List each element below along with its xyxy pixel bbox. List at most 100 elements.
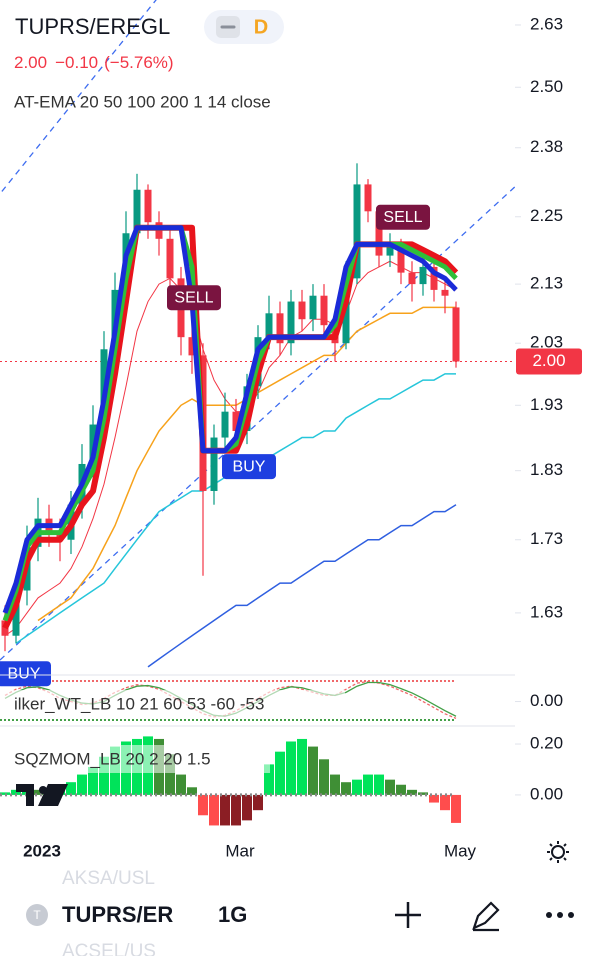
candle-body: [353, 184, 361, 279]
symbol-icon: [26, 904, 48, 926]
symbol-icon-text: T: [33, 908, 41, 922]
label-bg: [0, 690, 345, 718]
histogram-bar: [308, 746, 318, 795]
settings-icon[interactable]: [547, 841, 569, 863]
histogram-bar: [286, 741, 296, 795]
histogram-bar: [418, 792, 428, 795]
change: −0.10: [55, 53, 98, 72]
study-label[interactable]: ilker_WT_LB 10 21 60 53 -60 -53: [14, 694, 264, 713]
candle-body: [276, 313, 284, 344]
histogram-bar: [253, 794, 263, 811]
study-label[interactable]: AT-EMA 20 50 100 200 1 14 close: [14, 92, 271, 111]
candle-body: [188, 337, 196, 356]
line: [147, 504, 457, 668]
symbol[interactable]: TUPRS/EREGL: [15, 14, 170, 39]
draw-button[interactable]: [472, 901, 500, 932]
candle-body: [144, 189, 152, 223]
histogram-bar: [407, 789, 417, 795]
histogram-bar: [363, 774, 373, 795]
histogram-bar: [429, 794, 439, 803]
toolbar-interval[interactable]: 1G: [218, 902, 247, 927]
histogram-bar: [352, 779, 362, 795]
y-tick-label: 0.00: [530, 784, 563, 803]
candle-body: [364, 184, 372, 212]
change-percent: (−5.76%): [104, 53, 173, 72]
histogram-bar: [275, 751, 285, 795]
y-tick-label: 2.25: [530, 206, 563, 225]
candle-body: [298, 301, 306, 320]
candle-body: [419, 266, 427, 285]
interval-badge[interactable]: D: [254, 16, 268, 38]
histogram-bar: [341, 782, 351, 795]
histogram-bar: [385, 779, 395, 795]
y-tick-label: 0.00: [530, 691, 563, 710]
histogram-bar: [66, 782, 76, 795]
y-tick-label: 2.38: [530, 137, 563, 156]
price-change: 2.00 −0.10 (−5.76%): [14, 53, 174, 72]
histogram-bar: [264, 764, 274, 795]
study-label[interactable]: SQZMOM_LB 20 2 20 1.5: [14, 749, 211, 768]
histogram-bar: [187, 787, 197, 795]
histogram-bar: [33, 789, 43, 795]
histogram-bar: [11, 789, 21, 795]
y-tick-label: 1.93: [530, 395, 563, 414]
toolbar: [0, 878, 600, 956]
faded-symbol: ACSEL/US: [62, 941, 156, 956]
y-tick-label: 0.20: [530, 734, 563, 753]
main-plot: [0, 0, 515, 668]
histogram-bar: [374, 774, 384, 795]
trend-line: [0, 185, 515, 661]
price: 2.00: [14, 53, 47, 72]
candle-body: [397, 244, 405, 273]
histogram-bar: [319, 759, 329, 795]
candle-body: [232, 411, 240, 432]
label-bg: [0, 745, 270, 773]
logo: [16, 784, 68, 806]
candle-body: [309, 295, 317, 320]
histogram-bar: [176, 774, 186, 795]
histogram-bar: [330, 774, 340, 795]
candle-body: [265, 313, 273, 338]
signal-label: SELL: [383, 209, 422, 226]
x-tick-label: 2023: [23, 841, 61, 860]
histogram-bar: [198, 794, 208, 816]
histogram-bar: [231, 794, 241, 826]
histogram-bar: [242, 794, 252, 821]
candle-body: [166, 238, 174, 279]
signal-box: [376, 204, 430, 230]
histogram-bar: [99, 756, 109, 795]
signal-label: SELL: [174, 289, 213, 306]
candle-body: [452, 307, 460, 362]
candle-body: [375, 211, 383, 256]
signal-label: BUY: [233, 458, 266, 475]
histogram-bar: [209, 794, 219, 826]
histogram-bar: [77, 774, 87, 795]
line: [2, 225, 458, 614]
overlay: 2.63 2.50 2.38 2.25 2.13 2.03 1.93 1.83 1.73 1.63…: [0, 14, 582, 803]
x-tick-label: Mar: [225, 841, 255, 860]
candle-body: [430, 266, 438, 290]
y-tick-label: 2.50: [530, 77, 563, 96]
faded-symbol: AKSA/USL: [62, 868, 155, 889]
price-tag: [516, 348, 582, 375]
line: [2, 224, 459, 630]
signal-box: [0, 661, 51, 687]
toolbar-symbol[interactable]: TUPRS/ER: [62, 902, 173, 927]
candle-body: [133, 189, 141, 234]
histogram-bar: [220, 794, 230, 826]
histogram-bar: [297, 738, 307, 795]
histogram-bar: [165, 754, 175, 795]
y-tick-label: 1.73: [530, 529, 563, 548]
signal-label: BUY: [8, 665, 41, 682]
candle-body: [320, 295, 328, 326]
more-button[interactable]: [546, 912, 574, 918]
signal-box: [167, 285, 221, 311]
y-tick-label: 2.13: [530, 274, 563, 293]
candle-body: [12, 590, 20, 636]
histogram-bar: [396, 784, 406, 795]
price-tag-label: 2.00: [532, 351, 565, 370]
candle-body: [287, 301, 295, 344]
candle-body: [210, 437, 218, 491]
add-button[interactable]: [395, 902, 421, 928]
